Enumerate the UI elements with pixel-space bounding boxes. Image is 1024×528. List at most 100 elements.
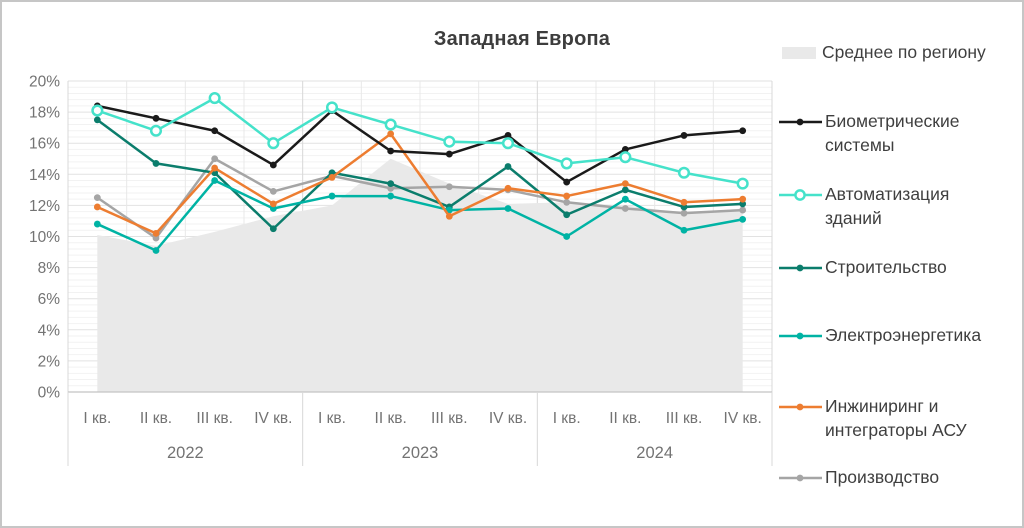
series-line <box>96 96 744 185</box>
y-tick-label: 4% <box>38 322 61 339</box>
series-marker <box>325 101 339 114</box>
series-marker <box>445 150 453 158</box>
area-swatch-icon <box>782 47 816 59</box>
x-quarter-label: I кв. <box>553 410 581 427</box>
legend-label: Автоматизация зданий <box>825 184 950 228</box>
series-marker <box>267 137 280 150</box>
x-quarter-label: II кв. <box>609 410 641 427</box>
series-marker <box>152 114 160 122</box>
series-marker <box>677 166 691 179</box>
series-marker <box>621 186 629 194</box>
series-marker <box>152 247 160 254</box>
series-marker <box>563 211 571 219</box>
series-line <box>96 132 744 235</box>
series-marker <box>208 92 221 105</box>
series-marker <box>680 209 688 217</box>
series-marker <box>563 178 571 186</box>
series-marker <box>621 195 629 203</box>
x-quarter-label: III кв. <box>196 410 233 427</box>
legend-label: Электроэнергетика <box>825 325 982 345</box>
y-tick-label: 12% <box>29 198 60 215</box>
series-marker <box>445 183 453 191</box>
series-marker <box>152 229 160 237</box>
legend-item-region-average: Среднее по региону <box>779 40 986 64</box>
series-marker <box>387 180 395 188</box>
x-year-label: 2023 <box>402 444 439 462</box>
series-marker <box>384 118 397 131</box>
y-tick-label: 18% <box>29 105 60 122</box>
series-line <box>96 179 744 252</box>
series-marker <box>680 203 688 211</box>
y-tick-label: 16% <box>29 136 60 153</box>
x-quarter-label: II кв. <box>140 410 172 427</box>
series-marker <box>563 192 571 200</box>
series-marker <box>739 200 747 208</box>
series-line-marker-icon <box>779 474 822 482</box>
series-marker <box>152 234 160 242</box>
series-marker <box>443 135 456 148</box>
series-marker <box>739 215 747 223</box>
series-marker <box>501 137 515 150</box>
series-line-marker-icon <box>779 118 822 126</box>
series-marker <box>211 155 219 163</box>
series-marker <box>269 188 277 195</box>
series-marker <box>269 225 277 233</box>
series-line-marker-icon <box>779 189 822 201</box>
x-year-label: 2022 <box>167 444 204 462</box>
series-marker <box>739 206 747 214</box>
series-marker <box>269 200 277 208</box>
x-quarter-label: IV кв. <box>724 410 762 427</box>
series-marker <box>211 164 219 172</box>
legend-item-building-automation: Автоматизация зданий <box>779 182 949 230</box>
series-marker <box>328 174 336 181</box>
series-line-marker-icon <box>779 332 822 340</box>
series-marker <box>93 220 101 228</box>
x-year-label: 2024 <box>636 444 673 462</box>
series-marker <box>269 161 277 169</box>
legend-label: Среднее по региону <box>822 42 986 62</box>
x-quarter-label: I кв. <box>318 410 346 427</box>
series-marker <box>387 192 395 200</box>
series-marker <box>211 127 219 135</box>
series-marker <box>328 169 336 177</box>
series-line <box>96 104 744 184</box>
y-tick-label: 0% <box>38 385 61 402</box>
series-marker <box>149 124 163 137</box>
legend-label: Строительство <box>825 257 947 277</box>
y-tick-label: 8% <box>38 260 61 277</box>
series-marker <box>504 132 512 139</box>
series-marker <box>445 212 453 220</box>
series-marker <box>152 160 160 167</box>
legend-item-engineering-integrators: Инжиниринг и интеграторы АСУ <box>779 394 967 442</box>
series-marker <box>621 180 629 188</box>
x-quarter-label: IV кв. <box>489 410 527 427</box>
series-marker <box>680 132 688 139</box>
series-line-marker-icon <box>779 264 822 272</box>
y-tick-label: 14% <box>29 167 60 184</box>
x-quarter-label: II кв. <box>375 410 407 427</box>
x-quarter-label: III кв. <box>666 410 703 427</box>
series-marker <box>560 157 573 170</box>
series-marker <box>739 127 747 135</box>
series-marker <box>621 205 629 212</box>
series-marker <box>621 146 629 153</box>
series-marker <box>563 198 571 206</box>
series-marker <box>93 203 101 211</box>
series-marker <box>504 184 512 192</box>
series-line <box>96 118 744 230</box>
legend-label: Производство <box>825 467 940 487</box>
chart-title: Западная Европа <box>433 28 611 50</box>
series-marker <box>387 184 395 192</box>
series-marker <box>93 194 101 202</box>
x-quarter-label: III кв. <box>431 410 468 427</box>
series-marker <box>328 192 336 200</box>
x-quarter-label: I кв. <box>83 410 111 427</box>
series-marker <box>504 205 512 212</box>
series-marker <box>680 226 688 234</box>
x-quarter-label: IV кв. <box>254 410 292 427</box>
y-tick-label: 10% <box>29 229 60 246</box>
series-marker <box>93 116 101 124</box>
series-marker <box>91 104 104 117</box>
